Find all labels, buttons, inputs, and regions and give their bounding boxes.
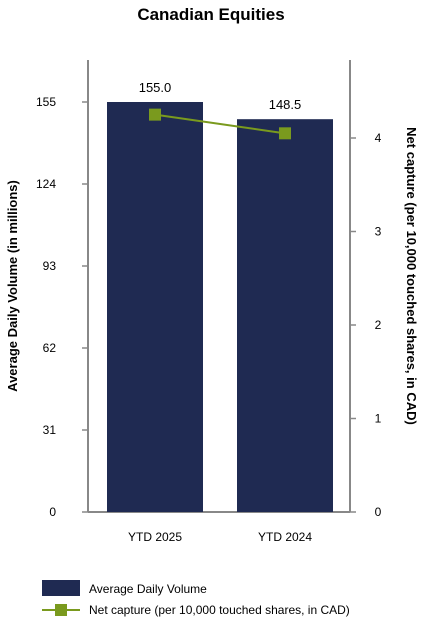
line-path <box>154 113 286 135</box>
right-tick-label: 0 <box>375 505 382 519</box>
left-tick-label: 62 <box>43 341 57 355</box>
chart-title: Canadian Equities <box>137 5 284 24</box>
left-tick-label: 93 <box>43 259 57 273</box>
right-tick-label: 3 <box>375 225 382 239</box>
line-point <box>149 108 161 121</box>
legend-bar-label: Average Daily Volume <box>89 582 207 596</box>
left-tick-label: 155 <box>36 95 56 109</box>
left-tick-label: 124 <box>36 177 56 191</box>
bar <box>237 119 333 513</box>
bar-value-label: 155.0 <box>139 80 172 95</box>
left-tick-label: 31 <box>43 423 57 437</box>
legend-line-marker <box>55 604 67 616</box>
line-point <box>279 127 291 140</box>
right-tick-label: 2 <box>375 318 382 332</box>
right-tick-label: 1 <box>375 412 382 426</box>
line-series <box>149 108 291 140</box>
bar <box>107 102 203 512</box>
bars <box>107 102 333 513</box>
left-axis-title: Average Daily Volume (in millions) <box>5 180 20 392</box>
left-ticks: 0 31 62 93 124 155 <box>36 95 88 519</box>
legend-bar-swatch <box>42 580 80 596</box>
category-label: YTD 2024 <box>258 530 312 544</box>
bar-value-label: 148.5 <box>269 97 302 112</box>
left-tick-label: 0 <box>49 505 56 519</box>
category-label: YTD 2025 <box>128 530 182 544</box>
right-ticks: 0 1 2 3 4 <box>350 131 382 519</box>
right-axis-title: Net capture (per 10,000 touched shares, … <box>404 127 419 425</box>
right-tick-label: 4 <box>375 131 382 145</box>
legend-line-label: Net capture (per 10,000 touched shares, … <box>89 603 350 617</box>
bar-labels: 155.0 148.5 <box>139 80 302 112</box>
category-labels: YTD 2025 YTD 2024 <box>128 530 312 544</box>
legend: Average Daily Volume Net capture (per 10… <box>42 580 350 617</box>
